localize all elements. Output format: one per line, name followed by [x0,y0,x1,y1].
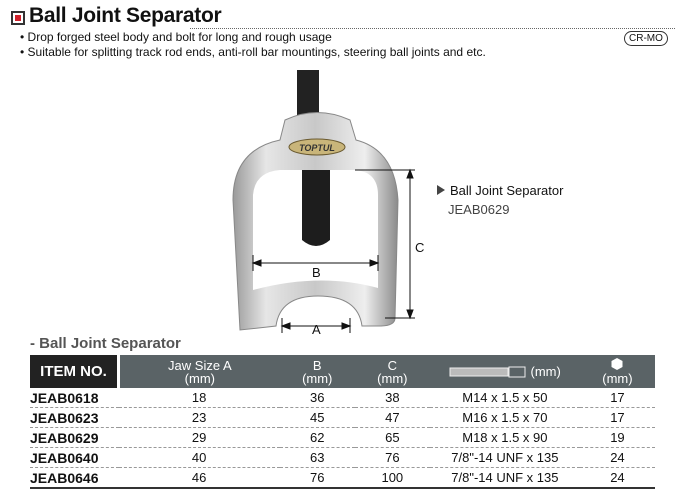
item-number-cell: JEAB0629 [30,427,119,448]
header-b: B (mm) [279,355,355,388]
table-row: JEAB0629 29 62 65 M18 x 1.5 x 90 19 [30,427,655,448]
header-hex: (mm) [579,355,655,388]
spec-cell: 40 [118,447,280,468]
triangle-bullet-icon [437,185,445,195]
spec-cell: 36 [279,388,355,408]
item-number-cell: JEAB0640 [30,447,119,468]
spec-cell: 47 [354,407,430,428]
spec-cell: M14 x 1.5 x 50 [429,388,580,408]
dimension-b-label: B [312,265,321,280]
title-square-icon [11,11,25,25]
feature-list: Drop forged steel body and bolt for long… [20,30,486,60]
item-number-cell: JEAB0646 [30,467,119,489]
spec-cell: 24 [579,447,655,468]
product-name: Ball Joint Separator [450,183,564,198]
spec-cell: M16 x 1.5 x 70 [429,407,580,428]
table-row: JEAB0640 40 63 76 7/8"-14 UNF x 135 24 [30,447,655,468]
toptul-logo [288,138,346,156]
spec-cell: 17 [579,388,655,408]
title-divider [190,28,675,29]
dimension-c-label: C [415,240,425,255]
bolt-thread-icon [449,366,526,378]
spec-cell: 24 [579,467,655,489]
table-row: JEAB0646 46 76 100 7/8"-14 UNF x 135 24 [30,467,655,489]
spec-cell: 76 [354,447,430,468]
logo-text: TOPTUL [299,143,335,153]
spec-cell: 76 [279,467,355,489]
page-title: Ball Joint Separator [29,4,222,27]
spec-cell: 62 [279,427,355,448]
section-title: - Ball Joint Separator [30,335,181,352]
spec-cell: 7/8"-14 UNF x 135 [429,467,580,489]
spec-cell: 45 [279,407,355,428]
table-header-row: ITEM NO. Jaw Size A (mm) B (mm) C (mm) (mm)… [30,355,655,388]
threaded-bolt [302,170,330,246]
spec-cell: 100 [354,467,430,489]
spec-cell: 18 [118,388,280,408]
spec-cell: 65 [354,427,430,448]
header-jaw-size: Jaw Size A (mm) [118,355,280,388]
table-row: JEAB0618 18 36 38 M14 x 1.5 x 50 17 [30,388,655,408]
feature-item: Suitable for splitting track rod ends, a… [20,45,486,60]
header-c: C (mm) [354,355,430,388]
feature-item: Drop forged steel body and bolt for long… [20,30,486,45]
spec-cell: 19 [579,427,655,448]
spec-cell: 17 [579,407,655,428]
header-thread: (mm) [429,355,580,388]
item-number-cell: JEAB0618 [30,388,119,408]
spec-cell: 23 [118,407,280,428]
product-caption: Ball Joint Separator [437,183,563,198]
spec-table: ITEM NO. Jaw Size A (mm) B (mm) C (mm) (mm)… [30,355,655,489]
dimension-a-label: A [312,322,321,337]
table-row: JEAB0623 23 45 47 M16 x 1.5 x 70 17 [30,407,655,428]
spec-cell: 38 [354,388,430,408]
product-code: JEAB0629 [448,202,510,217]
spec-cell: 63 [279,447,355,468]
bolt-head [297,70,319,120]
spec-cell: 46 [118,467,280,489]
hex-icon [611,358,623,370]
spec-cell: M18 x 1.5 x 90 [429,427,580,448]
item-number-cell: JEAB0623 [30,407,119,428]
header-item-no: ITEM NO. [30,355,120,388]
spec-cell: 7/8"-14 UNF x 135 [429,447,580,468]
material-badge: CR-MO [624,31,668,46]
spec-cell: 29 [118,427,280,448]
